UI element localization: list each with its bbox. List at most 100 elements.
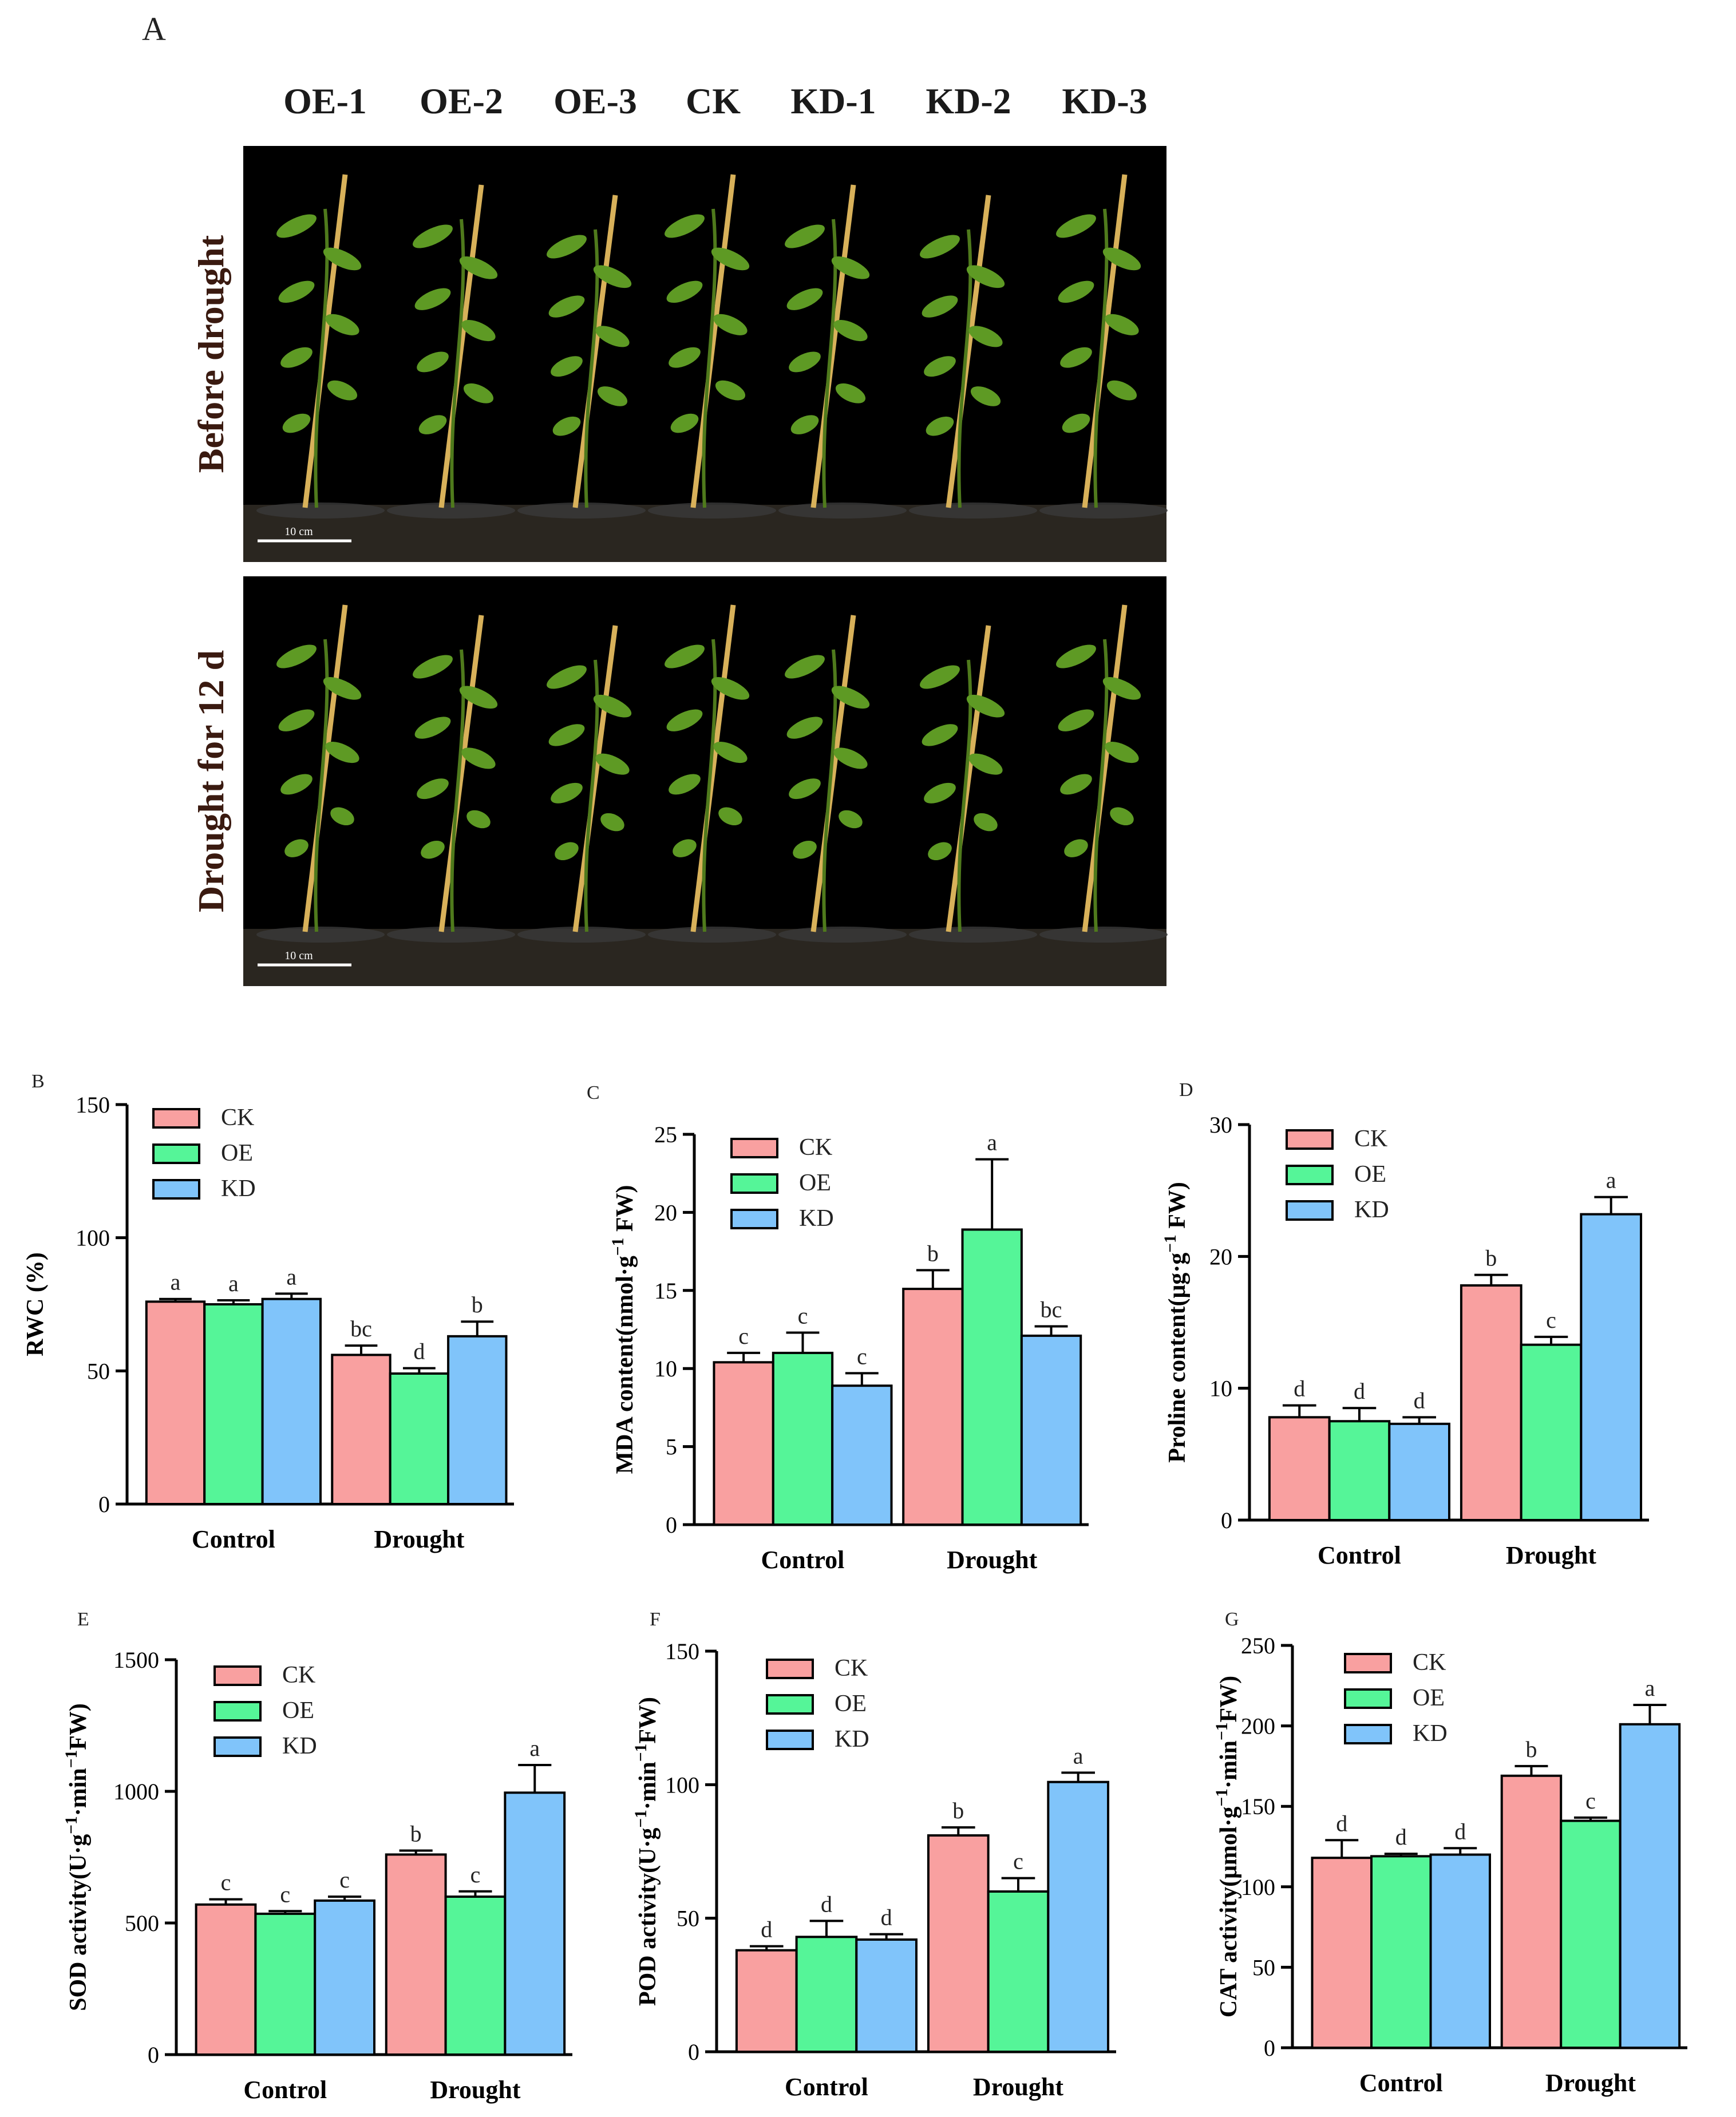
significance-letter: d [761,1917,772,1942]
legend-label: OE [282,1697,314,1724]
plant-leaf [835,383,866,403]
y-tick-label: 1000 [113,1779,159,1805]
bar-kd [504,1791,566,2056]
bar-kd [1619,1723,1681,2049]
row-label: Drought for 12 d [191,650,231,912]
bamboo-stake [1082,604,1128,932]
legend-label: CK [1413,1649,1446,1676]
genotype-label: KD-1 [790,81,876,121]
legend-label: OE [1354,1161,1386,1188]
plant-leaf [330,807,354,826]
plant-leaf [711,677,750,700]
y-tick-label: 50 [87,1358,110,1384]
plant-leaf [839,810,863,829]
y-tick-label: 200 [1241,1714,1275,1739]
plant-leaf [924,782,956,804]
bamboo-stake [810,615,856,932]
plant-leaf [421,840,445,859]
plant-leaf [793,840,817,859]
x-category-label: Drought [1545,2069,1636,2097]
pot-rim [909,502,1037,519]
bamboo-stake [438,615,484,932]
legend-label: CK [835,1655,868,1681]
plant-leaf [325,314,359,335]
significance-letter: a [987,1130,997,1156]
plant-leaf [1062,413,1090,433]
significance-letter: b [472,1292,483,1317]
y-tick-label: 50 [677,1906,699,1932]
significance-letter: d [1354,1378,1365,1404]
significance-letter: d [413,1339,425,1364]
y-axis-label: MDA content(nmol·g−1 FW) [609,1185,638,1474]
legend-label: KD [1354,1197,1389,1223]
plant-leaf [276,644,317,668]
y-tick-label: 15 [654,1278,677,1304]
x-category-label: Drought [374,1525,464,1553]
panel-letter: G [1225,1609,1239,1630]
significance-letter: a [286,1264,296,1289]
bar-oe [1520,1343,1583,1522]
plant-leaf [974,813,998,832]
y-tick-label: 0 [688,2039,699,2065]
plant-leaf [547,235,587,259]
bar-oe [1560,1819,1622,2049]
plant-leaf [790,415,819,434]
plant-stem [702,208,717,508]
panel-letter: C [587,1082,600,1103]
bamboo-stake [690,174,736,508]
plant-leaf [280,347,313,368]
y-tick-label: 100 [1241,1874,1275,1900]
plant-leaf [547,665,587,689]
significance-letter: a [171,1269,181,1295]
y-tick-label: 5 [666,1434,677,1460]
genotype-label: KD-3 [1062,81,1147,121]
bar-oe [795,1936,858,2053]
significance-letter: c [1546,1307,1556,1333]
plant-leaf [833,320,868,342]
plant-leaf [551,356,583,377]
plant-leaf [551,782,583,804]
plant-leaf [413,655,453,679]
y-tick-label: 0 [1221,1507,1232,1533]
significance-letter: b [410,1821,422,1847]
plant-leaf [785,224,825,248]
plant-leaf [280,774,313,795]
bamboo-stake [572,195,618,508]
y-tick-label: 1500 [113,1647,159,1673]
legend-label: OE [1413,1685,1445,1711]
plant-leaf [466,810,491,829]
plant-stem [450,219,465,508]
plant-leaf [928,842,952,861]
legend-swatch-ck [730,1138,778,1158]
y-tick-label: 20 [654,1200,677,1225]
legend-swatch-kd [1344,1724,1392,1744]
significance-letter: a [1606,1168,1616,1193]
bamboo-stake [810,184,856,508]
bamboo-stake [438,184,484,508]
bar-oe [987,1890,1050,2053]
significance-letter: d [1294,1376,1305,1402]
plant-leaf [414,717,451,739]
y-axis-label: POD activity(U·g−1·min−1FW) [632,1697,661,2006]
plant-leaf [966,694,1005,718]
significance-letter: b [927,1240,939,1266]
bar-ck [1500,1774,1563,2049]
plant-leaf [920,235,960,259]
panel-letter-a: A [142,10,166,48]
bar-ck [1460,1284,1523,1521]
plant-leaf [1110,807,1134,826]
pot-rim [778,927,907,943]
plant-leaf [1058,709,1094,731]
legend-swatch-ck [213,1665,262,1686]
plant-stem [1093,639,1109,932]
bar-ck [713,1361,774,1526]
significance-letter: c [280,1881,290,1907]
legend-swatch-kd [1286,1200,1334,1221]
legend-swatch-oe [730,1173,778,1194]
bar-kd [314,1899,376,2056]
plant-leaf [1058,280,1094,303]
plant-leaf [713,314,748,335]
plant-stem [1093,208,1109,508]
plant-stem [822,219,837,508]
photo-before-drought: 10 cm [243,146,1168,562]
